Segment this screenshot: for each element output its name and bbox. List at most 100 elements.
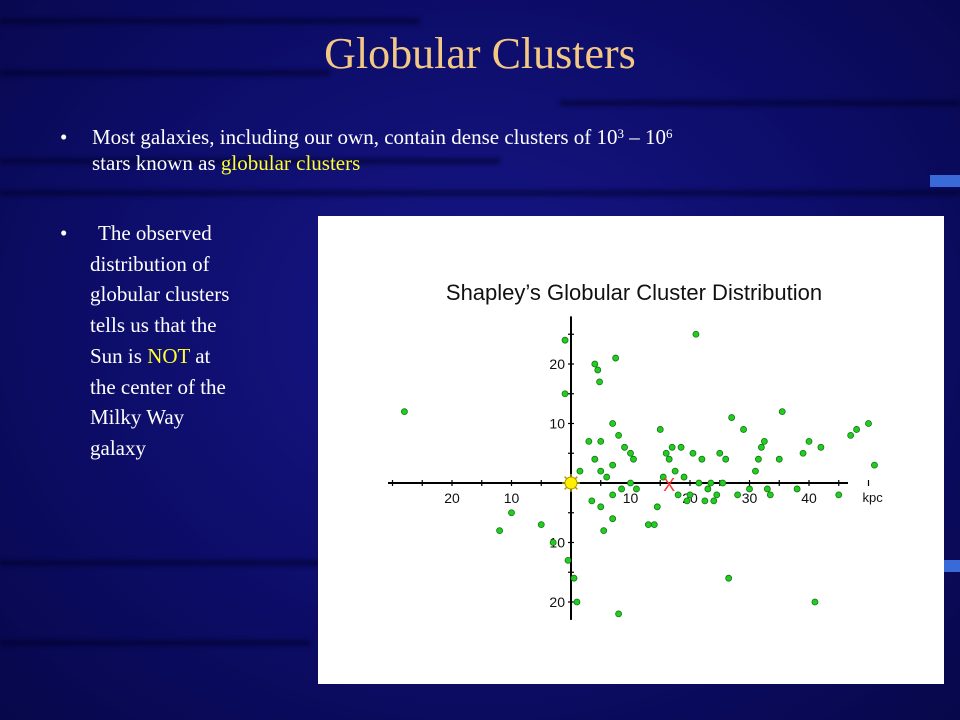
cluster-point <box>775 455 783 463</box>
background-streak <box>560 100 960 106</box>
cluster-point <box>656 426 664 433</box>
cluster-point <box>746 485 753 493</box>
cluster-point <box>707 479 715 487</box>
cluster-point <box>662 449 670 457</box>
bullet-marker: • <box>60 221 68 245</box>
cluster-point <box>609 491 617 499</box>
cluster-point <box>496 527 504 535</box>
cluster-point <box>603 473 611 481</box>
bullet2-highlight: NOT <box>147 343 190 368</box>
cluster-point <box>570 574 578 582</box>
cluster-point <box>597 467 605 475</box>
cluster-point <box>561 336 569 344</box>
bullet-marker: • <box>60 125 68 149</box>
background-streak <box>0 640 310 646</box>
cluster-point <box>695 479 703 487</box>
cluster-point <box>671 467 679 475</box>
cluster-point <box>585 437 593 445</box>
cluster-point <box>591 360 599 368</box>
x-tick-label: 10 <box>504 490 520 506</box>
cluster-point <box>799 449 807 457</box>
cluster-point <box>757 443 765 451</box>
background-streak <box>0 158 500 164</box>
cluster-point <box>591 455 599 463</box>
cluster-point <box>597 503 605 511</box>
cluster-point <box>805 437 813 445</box>
bullet1-exponent: 6 <box>665 126 673 141</box>
cluster-point <box>752 467 759 475</box>
cluster-point <box>683 497 691 505</box>
y-tick-label: 20 <box>549 356 565 372</box>
cluster-point <box>701 497 709 505</box>
chart-points: X <box>401 330 878 618</box>
chart-title: Shapley’s Globular Cluster Distribution <box>446 280 822 305</box>
cluster-point <box>653 503 661 511</box>
cluster-point <box>401 408 408 416</box>
chart-axes: 20101020304020101020kpc <box>388 316 884 620</box>
bullet1-text: Most galaxies, including our own, contai… <box>92 125 618 149</box>
cluster-point <box>725 574 733 582</box>
slide-title: Globular Clusters <box>324 29 636 78</box>
cluster-point <box>597 437 605 445</box>
x-axis-label: kpc <box>863 490 884 505</box>
bullet2-line: distribution of <box>90 251 210 276</box>
sun-icon <box>562 474 580 492</box>
cluster-point <box>633 485 640 493</box>
cluster-point <box>644 521 652 529</box>
cluster-point <box>763 485 771 493</box>
cluster-point <box>627 479 634 487</box>
y-tick-label: 10 <box>549 416 565 432</box>
bullet-observed-distribution: • The observed distribution of globular … <box>60 218 300 464</box>
cluster-point <box>564 556 572 564</box>
cluster-point <box>665 455 673 463</box>
cluster-point <box>618 485 625 493</box>
cluster-point <box>692 330 700 338</box>
cluster-point <box>689 449 697 457</box>
bullet2-line: the center of the <box>90 374 226 399</box>
cluster-point <box>680 473 688 481</box>
x-tick-label: 20 <box>444 490 460 506</box>
cluster-point <box>853 426 860 433</box>
edge-accent-bar <box>930 175 960 187</box>
cluster-point <box>817 443 825 451</box>
edge-accent-bar <box>940 560 960 572</box>
x-tick-label: 30 <box>742 490 758 506</box>
bullet2-line: The observed <box>98 221 212 245</box>
cluster-point <box>710 497 718 505</box>
sun-disc <box>564 476 578 490</box>
cluster-point <box>627 449 634 457</box>
chart-panel: Shapley’s Globular Cluster Distribution … <box>318 216 944 684</box>
cluster-point <box>704 485 712 493</box>
bullet2-line: globular clusters <box>90 282 230 307</box>
cluster-point <box>722 455 730 463</box>
cluster-point <box>677 443 685 451</box>
cluster-point <box>811 598 819 606</box>
cluster-point <box>871 461 878 469</box>
y-tick-label: 20 <box>549 594 565 610</box>
cluster-point <box>734 491 742 499</box>
cluster-point <box>537 521 545 529</box>
cluster-point <box>609 461 617 469</box>
scatter-chart: Shapley’s Globular Cluster Distribution … <box>388 280 884 620</box>
bullet2-line: Milky Way <box>90 405 185 430</box>
cluster-point <box>615 431 623 439</box>
galactic-center-marker: X <box>663 475 675 495</box>
cluster-point <box>609 515 617 523</box>
cluster-point <box>835 491 843 499</box>
x-tick-label: 40 <box>801 490 817 506</box>
cluster-point <box>847 431 855 439</box>
background-streak <box>0 70 330 76</box>
cluster-point <box>865 420 872 427</box>
background-streak <box>0 18 420 24</box>
cluster-point <box>612 354 620 362</box>
cluster-point <box>674 491 682 499</box>
cluster-point <box>650 521 658 529</box>
cluster-point <box>630 455 637 463</box>
bullet1-dash: – 10 <box>623 125 666 149</box>
cluster-point <box>615 610 623 618</box>
cluster-point <box>698 455 706 463</box>
cluster-point <box>766 491 774 499</box>
cluster-point <box>561 390 569 398</box>
cluster-point <box>778 408 786 416</box>
cluster-point <box>594 366 602 374</box>
